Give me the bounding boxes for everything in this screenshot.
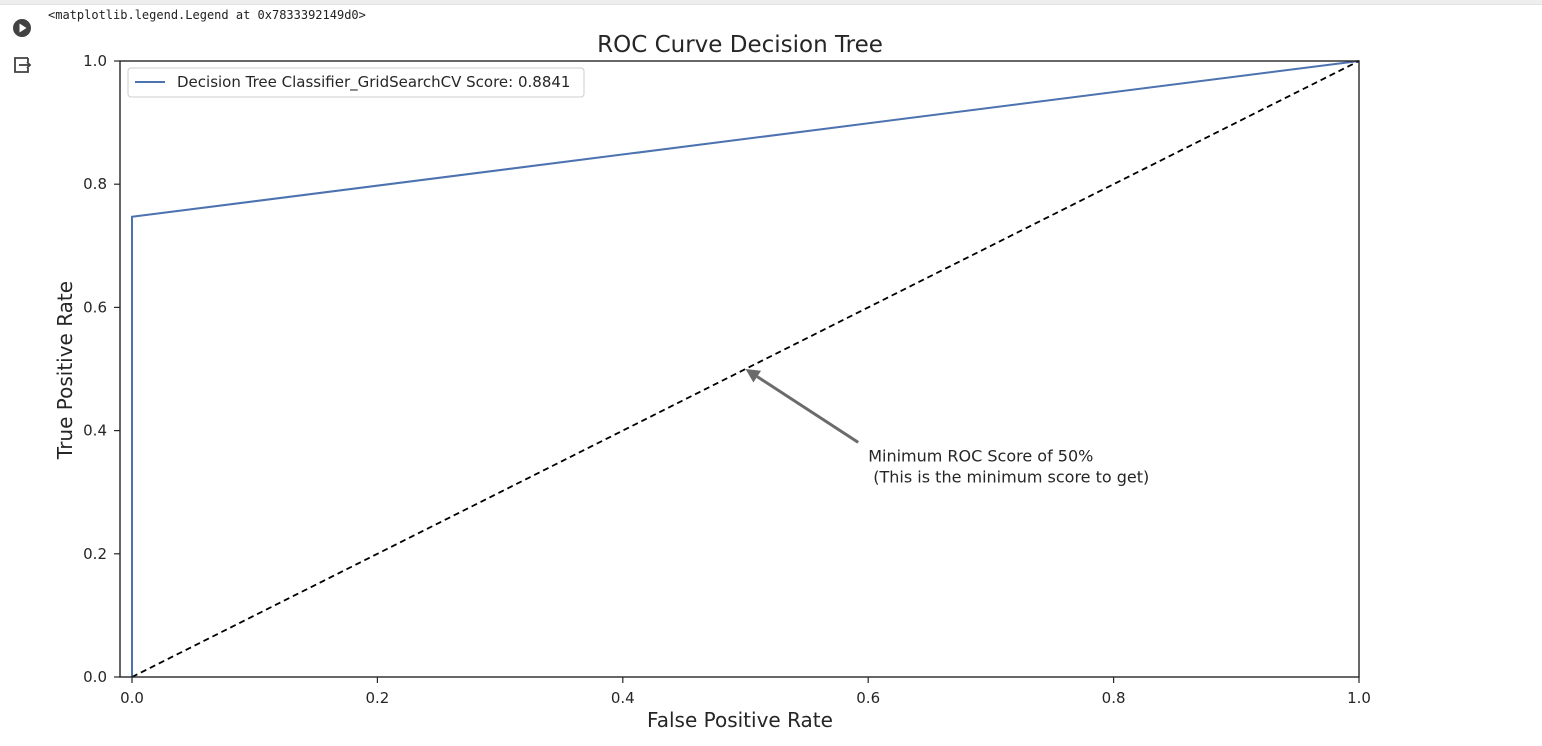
annotation-arrow-head	[745, 369, 762, 383]
annotation-line-2: (This is the minimum score to get)	[868, 467, 1149, 486]
roc-curve-line	[131, 60, 1360, 677]
x-tick-label: 0.8	[1102, 689, 1126, 707]
series-layer	[131, 60, 1360, 678]
legend-box	[127, 67, 585, 98]
x-tick-label: 0.0	[120, 689, 144, 707]
x-tick-label: 0.6	[856, 689, 880, 707]
y-tick-label: 1.0	[83, 52, 107, 70]
x-axis-label: False Positive Rate	[647, 708, 833, 732]
annotation-line-1: Minimum ROC Score of 50%	[868, 446, 1093, 465]
y-tick-label: 0.2	[83, 545, 107, 563]
axes-frame	[119, 60, 1360, 678]
ticks-layer: 0.0 0.2 0.4 0.6 0.8 1.0 0.0 0.2 0.4 0.6 0.8 1.0	[83, 52, 1371, 707]
annotation-arrow-shaft	[756, 375, 860, 444]
chart-title: ROC Curve Decision Tree	[597, 32, 883, 58]
legend: Decision Tree Classifier_GridSearchCV Sc…	[127, 67, 585, 98]
y-tick-label: 0.8	[83, 175, 107, 193]
cell-top-border	[0, 0, 1542, 5]
annotation-layer: Minimum ROC Score of 50% (This is the mi…	[0, 0, 1175, 486]
y-axis-label: True Positive Rate	[53, 281, 77, 460]
chance-diagonal-line	[131, 60, 1360, 678]
y-tick-label: 0.6	[83, 298, 107, 316]
x-tick-label: 0.4	[611, 689, 635, 707]
annotation-text: Minimum ROC Score of 50% (This is the mi…	[0, 0, 1175, 486]
output-redirect-icon[interactable]	[11, 54, 33, 76]
legend-label: Decision Tree Classifier_GridSearchCV Sc…	[177, 73, 570, 92]
x-tick-label: 1.0	[1347, 689, 1371, 707]
play-circle-icon[interactable]	[11, 17, 33, 39]
y-tick-label: 0.0	[83, 668, 107, 686]
cell-gutter	[0, 5, 44, 746]
y-tick-label: 0.4	[83, 422, 107, 440]
cell-output-text: <matplotlib.legend.Legend at 0x783339214…	[48, 8, 366, 22]
x-tick-label: 0.2	[365, 689, 389, 707]
